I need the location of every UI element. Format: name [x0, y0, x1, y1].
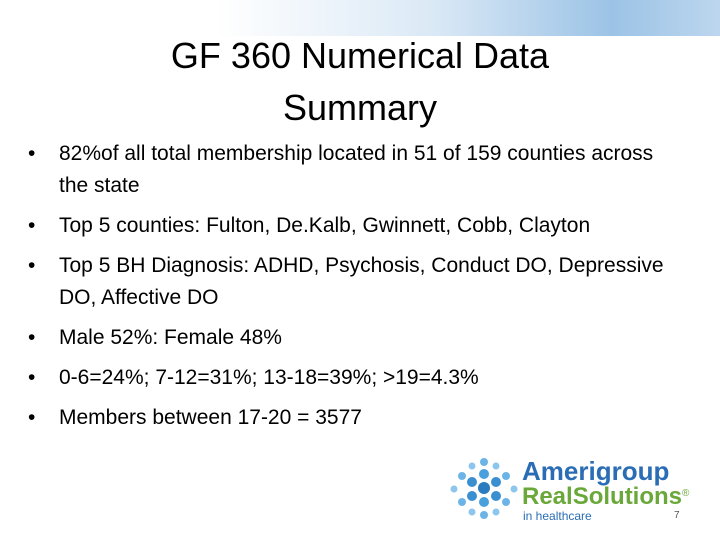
logo: Amerigroup RealSolutions ® in healthcare… — [450, 456, 690, 523]
logo-mark: ® — [682, 488, 690, 499]
page-number: 7 — [674, 510, 680, 521]
bullet: Members between 17-20 = 3577 — [28, 402, 668, 434]
bullet: 0-6=24%; 7-12=31%; 13-18=39%; >19=4.3% — [28, 362, 668, 394]
logo-tagline: in healthcare — [523, 509, 592, 523]
logo-product: RealSolutions — [522, 483, 682, 510]
bullet: Top 5 BH Diagnosis: ADHD, Psychosis, Con… — [28, 250, 668, 314]
header-band — [0, 0, 720, 40]
bullet: 82%of all total membership located in 51… — [28, 138, 668, 202]
bullet-list: 82%of all total membership located in 51… — [28, 138, 668, 442]
slide-title: GF 360 Numerical Data Summary — [170, 35, 550, 128]
bullet: Male 52%: Female 48% — [28, 322, 668, 354]
bullet: Top 5 counties: Fulton, De.Kalb, Gwinnet… — [28, 210, 668, 242]
logo-icon — [450, 458, 518, 519]
logo-brand: Amerigroup — [522, 456, 669, 486]
